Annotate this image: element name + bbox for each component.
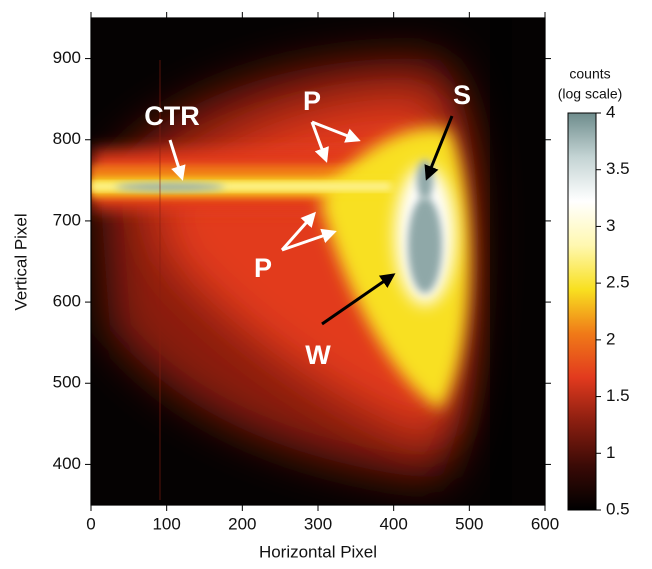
y-tick-label: 900 [53,48,81,67]
x-tick-label: 600 [531,514,559,533]
colorbar-tick-label: 1 [606,443,615,462]
heatmap-image [91,18,545,505]
x-axis-label: Horizontal Pixel [259,542,377,561]
y-tick-label: 400 [53,454,81,473]
x-tick-label: 400 [379,514,407,533]
annotation: S [453,80,471,110]
x-tick-label: 0 [86,514,95,533]
y-tick-label: 500 [53,373,81,392]
colorbar-label: counts [569,66,610,82]
colorbar-tick-label: 2 [606,329,615,348]
colorbar-tick-label: 2.5 [606,273,630,292]
colorbar-tick-label: 0.5 [606,499,630,518]
colorbar-tick-label: 3.5 [606,159,630,178]
x-tick-label: 200 [228,514,256,533]
y-tick-label: 600 [53,292,81,311]
y-tick-label: 700 [53,210,81,229]
annotation: P [254,253,272,283]
colorbar-label: (log scale) [558,86,623,102]
colorbar-tick-label: 1.5 [606,386,630,405]
annotation: P [303,86,321,116]
colorbar-tick-label: 3 [606,216,615,235]
annotation: W [305,340,331,370]
annotation-arrows [168,115,454,326]
x-tick-label: 500 [455,514,483,533]
colorbar [567,112,597,511]
annotation: CTR [144,101,200,131]
colorbar-tick-label: 4 [606,102,615,121]
y-tick-label: 800 [53,129,81,148]
x-tick-label: 100 [152,514,180,533]
x-tick-label: 300 [304,514,332,533]
y-axis-label: Vertical Pixel [11,213,30,310]
